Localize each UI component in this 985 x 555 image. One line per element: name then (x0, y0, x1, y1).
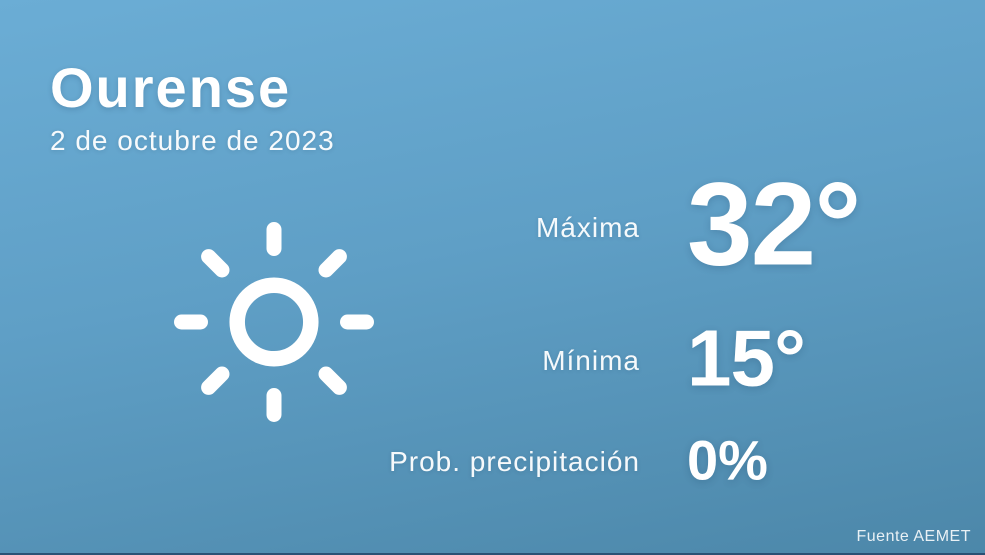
precipitation-value: 0% (687, 428, 768, 492)
source-credit: Fuente AEMET (856, 528, 971, 545)
bottom-divider (0, 553, 985, 555)
max-temp-label: Máxima (535, 212, 640, 243)
min-temp-label: Mínima (542, 345, 640, 376)
precipitation-row: Prob. precipitación 0% (0, 421, 985, 503)
page-title: Ourense (50, 56, 292, 119)
max-temp-value: 32° (687, 158, 861, 291)
min-temp-value: 15° (687, 313, 806, 403)
sun-icon (174, 222, 374, 422)
max-temp-row: Máxima 32° (0, 158, 985, 291)
date-subtitle: 2 de octubre de 2023 (50, 125, 335, 156)
precipitation-label: Prob. precipitación (389, 446, 640, 477)
header: Ourense 2 de octubre de 2023 (50, 60, 335, 157)
min-temp-row: Mínima 15° (0, 311, 985, 411)
